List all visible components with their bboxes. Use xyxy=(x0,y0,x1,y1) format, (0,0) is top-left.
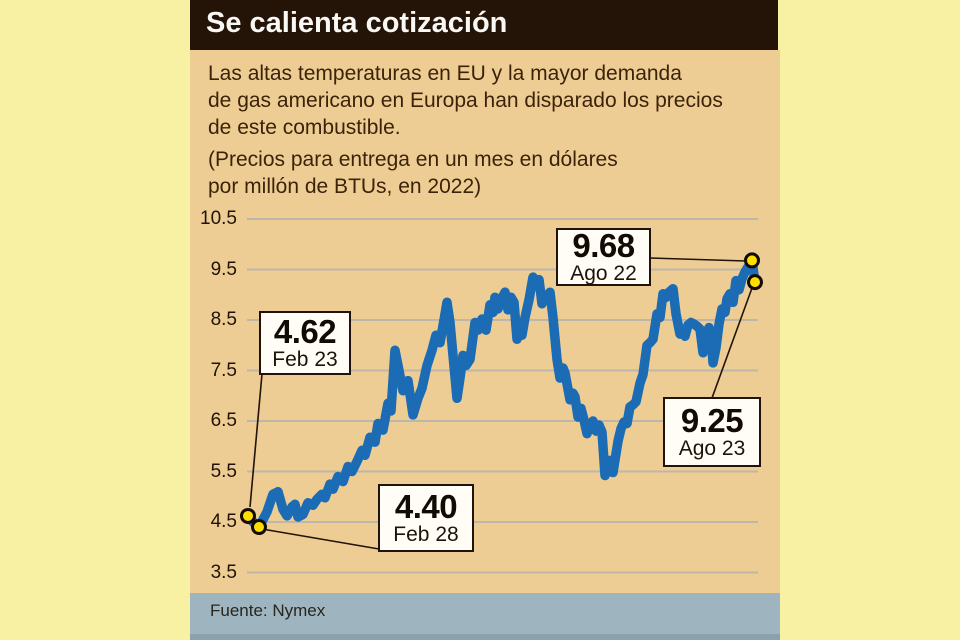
y-axis-tick: 6.5 xyxy=(210,410,237,431)
callout-feb-28: 4.40 Feb 28 xyxy=(378,484,474,552)
y-axis-tick: 4.5 xyxy=(210,511,237,532)
y-axis-tick: 10.5 xyxy=(200,208,237,229)
description-text: Las altas temperaturas en EU y la mayor … xyxy=(208,62,723,140)
footer-bar: Fuente: Nymex xyxy=(190,593,780,640)
page-title: Se calienta cotización xyxy=(206,7,508,39)
callout-date: Feb 23 xyxy=(272,348,338,372)
y-axis-tick: 9.5 xyxy=(210,258,237,280)
unit-note-text: (Precios para entrega en un mes en dólar… xyxy=(208,148,618,199)
callout-ago-23: 9.25 Ago 23 xyxy=(663,397,761,467)
footer-edge-strip xyxy=(190,634,780,640)
callout-date: Ago 22 xyxy=(570,262,637,286)
source-label: Fuente: Nymex xyxy=(210,601,326,620)
y-axis-tick: 8.5 xyxy=(210,309,237,330)
callout-value: 9.25 xyxy=(680,401,744,439)
y-axis-tick: 7.5 xyxy=(210,359,237,381)
callout-value: 4.62 xyxy=(273,312,337,350)
callout-date: Feb 28 xyxy=(393,523,459,547)
callout-feb-23: 4.62 Feb 23 xyxy=(259,311,351,375)
callout-date: Ago 23 xyxy=(678,437,746,461)
callout-ago-22: 9.68 Ago 22 xyxy=(556,228,651,286)
callout-value: 9.68 xyxy=(572,226,635,264)
callout-value: 4.40 xyxy=(394,487,458,525)
header-bar: Se calienta cotización xyxy=(190,0,778,50)
y-axis-tick: 5.5 xyxy=(210,460,237,482)
y-axis-tick: 3.5 xyxy=(210,561,237,583)
